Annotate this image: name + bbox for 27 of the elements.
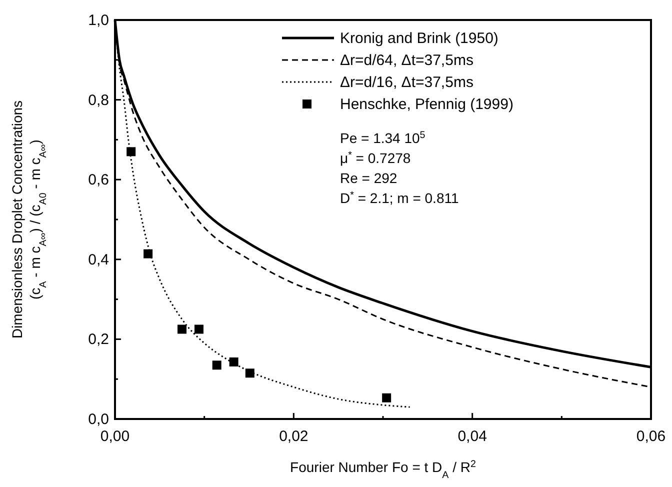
x-tick-label: 0,04 xyxy=(458,428,487,445)
y-tick-label: 0,6 xyxy=(88,172,109,189)
x-axis-title: Fourier Number Fo = t D$_{A}$ / R$^{2}$ xyxy=(290,458,476,480)
x-tick-label: 0,02 xyxy=(279,428,308,445)
y-tick-label: 0,4 xyxy=(88,251,109,268)
x-tick-label: 0,06 xyxy=(636,428,666,445)
annotation: μ$^{*}$ = 0.7278 xyxy=(340,150,411,166)
legend-label: Kronig and Brink (1950) xyxy=(340,30,498,47)
annotation: Re = 292 xyxy=(340,170,398,186)
y-tick-label: 0,0 xyxy=(88,411,109,428)
point xyxy=(245,368,254,378)
point xyxy=(178,324,186,334)
point xyxy=(144,249,153,258)
x-tick-label: 0,00 xyxy=(100,428,130,445)
y-tick-label: 1,0 xyxy=(88,12,109,29)
legend-label: Δr=d/64, Δt=37,5ms xyxy=(340,52,474,69)
annotation: Pe = 1.34 10$^{5}$ xyxy=(340,130,426,146)
legend-label: Henschke, Pfennig (1999) xyxy=(340,96,514,113)
y-tick-label: 0,2 xyxy=(88,331,109,348)
annotation: D$^{*}$ = 2.1; m = 0.811 xyxy=(340,190,459,206)
point xyxy=(382,393,392,402)
point xyxy=(229,357,238,366)
y-tick-label: 0,8 xyxy=(88,92,109,109)
point xyxy=(212,360,222,370)
point xyxy=(126,147,136,156)
point xyxy=(194,324,204,334)
legend-label: Δr=d/16, Δt=37,5ms xyxy=(340,74,474,91)
